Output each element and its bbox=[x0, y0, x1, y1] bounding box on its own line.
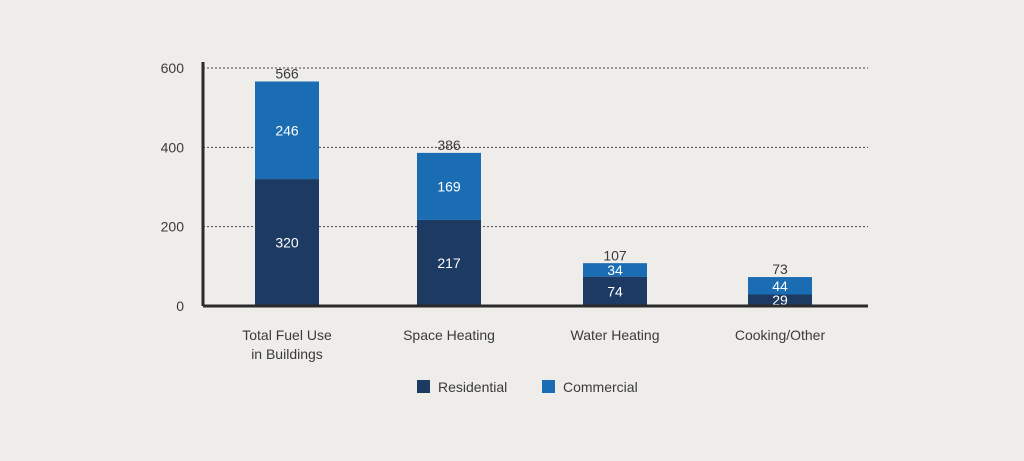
bar-commercial-1 bbox=[417, 152, 481, 220]
total-label: 386 bbox=[437, 137, 461, 153]
data-label-commercial: 44 bbox=[772, 278, 788, 294]
data-label-commercial: 34 bbox=[607, 262, 623, 278]
data-label-residential: 217 bbox=[437, 255, 461, 271]
y-tick-label: 0 bbox=[176, 298, 184, 314]
bar-residential-1 bbox=[417, 219, 481, 306]
y-tick-label: 200 bbox=[161, 219, 185, 235]
data-label-commercial: 169 bbox=[437, 178, 461, 194]
data-label-residential: 29 bbox=[772, 292, 788, 308]
bars bbox=[255, 81, 812, 306]
bar-commercial-2 bbox=[583, 263, 647, 277]
legend-swatch-residential bbox=[417, 380, 430, 393]
legend-label-commercial: Commercial bbox=[563, 379, 638, 395]
total-label: 73 bbox=[772, 261, 788, 277]
bar-residential-3 bbox=[748, 294, 812, 306]
x-tick-label: Space Heating bbox=[403, 327, 495, 343]
data-label-commercial: 246 bbox=[275, 122, 299, 138]
bar-residential-0 bbox=[255, 179, 319, 306]
bar-commercial-3 bbox=[748, 277, 812, 295]
legend: Residential Commercial bbox=[417, 379, 638, 395]
y-tick-label: 400 bbox=[161, 139, 185, 155]
legend-label-residential: Residential bbox=[438, 379, 507, 395]
axes: 0 200 400 600 Total Fuel Use in Buildings Spac… bbox=[161, 60, 868, 362]
x-tick-label: in Buildings bbox=[251, 346, 323, 362]
bar-commercial-0 bbox=[255, 81, 319, 180]
x-tick-label: Water Heating bbox=[571, 327, 660, 343]
data-label-residential: 320 bbox=[275, 235, 299, 251]
y-tick-label: 600 bbox=[161, 60, 185, 76]
total-label: 566 bbox=[275, 65, 299, 81]
total-label: 107 bbox=[603, 248, 627, 264]
data-label-residential: 74 bbox=[607, 283, 623, 299]
x-tick-label: Cooking/Other bbox=[735, 327, 826, 343]
legend-swatch-commercial bbox=[542, 380, 555, 393]
x-tick-label: Total Fuel Use bbox=[242, 327, 332, 343]
gridlines bbox=[203, 67, 868, 228]
bar-residential-2 bbox=[583, 276, 647, 306]
